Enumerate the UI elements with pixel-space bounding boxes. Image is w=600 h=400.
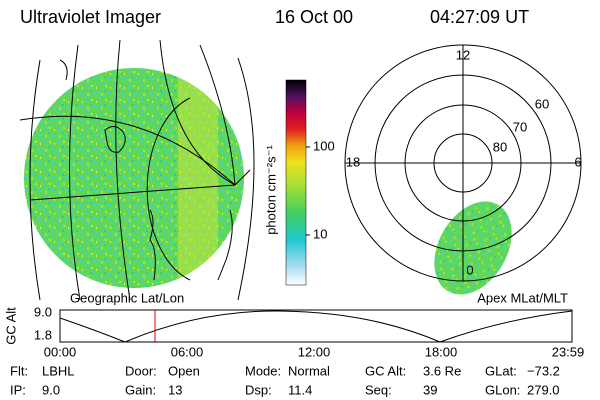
color-tick-label: 100	[313, 138, 335, 153]
color-tick-label: 10	[313, 226, 327, 241]
altitude-ytick: 9.0	[34, 304, 52, 319]
altitude-xtick: 12:00	[298, 344, 331, 359]
altitude-curve	[59, 310, 573, 343]
field-label: GC Alt:	[365, 363, 406, 378]
field-value: 279.0	[527, 382, 560, 397]
field-label: Flt:	[10, 363, 28, 378]
field-value: Open	[168, 363, 200, 378]
color-bar	[285, 79, 307, 286]
field-label: Dsp:	[245, 382, 272, 397]
field-label: GLat:	[485, 363, 517, 378]
field-label: IP:	[10, 382, 26, 397]
bright-band	[178, 68, 218, 288]
altitude-frame	[59, 309, 573, 343]
altitude-xtick: 00:00	[44, 344, 77, 359]
instrument: Ultraviolet Imager	[20, 7, 161, 27]
mlt-label: 6	[574, 154, 581, 169]
mlt-label: 18	[346, 154, 360, 169]
field-label: Mode:	[245, 363, 281, 378]
lat-label: 80	[493, 139, 507, 154]
mlt-label: 12	[456, 47, 470, 62]
geographic-image	[19, 39, 255, 301]
altitude-ylabel: GC Alt	[3, 307, 18, 345]
right-panel-label: Apex MLat/MLT	[477, 290, 568, 305]
map-grid	[19, 39, 255, 301]
field-value: Normal	[288, 363, 330, 378]
lat-label: 60	[535, 96, 549, 111]
field-value: 9.0	[42, 382, 60, 397]
left-panel-label: Geographic Lat/Lon	[70, 290, 184, 305]
footer: Flt: LBHL Door: Open Mode: Normal GC Alt: 3.6 R…	[10, 363, 560, 397]
coastlines	[59, 59, 233, 281]
field-value: −73.2	[527, 363, 560, 378]
altitude-ytick: 1.8	[34, 327, 52, 342]
mlt-label: 0	[466, 262, 473, 277]
field-value: 13	[168, 382, 182, 397]
time: 04:27:09 UT	[430, 7, 529, 27]
field-label: Gain:	[125, 382, 156, 397]
altitude-xticks: 00:00 06:00 12:00 18:00 23:59	[44, 344, 585, 359]
lat-label: 70	[513, 119, 527, 134]
field-value: 11.4	[288, 382, 312, 397]
field-value: 39	[423, 382, 437, 397]
field-label: Door:	[125, 363, 157, 378]
auroral-oval	[434, 201, 512, 295]
field-value: 3.6 Re	[423, 363, 461, 378]
date: 16 Oct 00	[275, 7, 353, 27]
field-value: LBHL	[42, 363, 75, 378]
altitude-xtick: 06:00	[171, 344, 204, 359]
field-label: Seq:	[365, 382, 392, 397]
polar-plot	[344, 44, 582, 295]
field-label: GLon:	[485, 382, 520, 397]
altitude-xtick: 23:59	[552, 344, 585, 359]
altitude-xtick: 18:00	[425, 344, 458, 359]
color-bar-label: photon cm⁻²s⁻¹	[263, 145, 278, 235]
